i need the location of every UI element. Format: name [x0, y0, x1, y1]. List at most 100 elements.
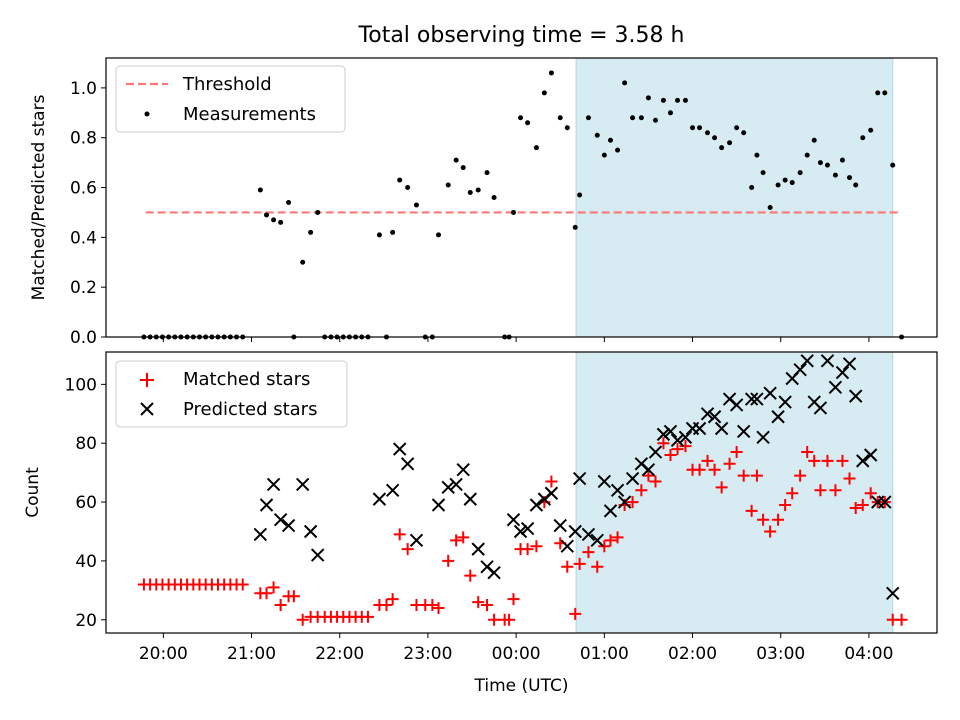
predicted-star-point [648, 445, 663, 459]
predicted-star-point [842, 357, 857, 371]
matched-star-point [274, 599, 287, 612]
matched-star-point [757, 513, 770, 526]
predicted-star-point [878, 495, 892, 509]
measurement-point [467, 190, 473, 196]
matched-star-point [296, 613, 309, 626]
matched-star-point [737, 469, 750, 482]
measurement-point [548, 70, 554, 76]
measurement-point [675, 97, 681, 103]
measurement-point [749, 185, 755, 191]
measurement-point [839, 157, 845, 163]
measurement-point [622, 80, 628, 86]
measurement-point [315, 209, 321, 215]
measurement-point [734, 125, 740, 131]
predicted-star-point [560, 539, 574, 553]
measurement-point [797, 170, 803, 176]
measurement-point [405, 185, 411, 191]
predicted-star-point [670, 433, 685, 447]
matched-star-point [521, 543, 534, 556]
matched-star-point [814, 484, 827, 497]
predicted-star-point [756, 430, 770, 445]
predicted-star-point [544, 486, 559, 500]
measurement-point [719, 145, 725, 151]
matched-star-point [626, 496, 639, 509]
measurement-point [630, 115, 636, 121]
predicted-star-point [736, 424, 751, 439]
matched-star-point [604, 534, 617, 547]
measurement-point [533, 145, 539, 151]
measurement-point [875, 90, 881, 96]
measurements-legend-label: Measurements [183, 104, 316, 125]
predicted-star-point [581, 527, 596, 542]
predicted-star-point [800, 354, 814, 368]
measurement-point [541, 90, 547, 96]
measurement-point [705, 130, 711, 136]
matched-star-point [821, 454, 834, 467]
chart-title: Total observing time = 3.58 h [358, 23, 685, 48]
predicted-star-point [744, 392, 759, 406]
measurement-point [608, 137, 614, 143]
matched-star-point [236, 578, 249, 591]
matched-star-point [611, 531, 624, 544]
bottom-x-tick-label: 02:00 [668, 644, 717, 664]
matched-star-point [772, 513, 785, 526]
predicted-star-point [856, 454, 870, 468]
bottom-legend: Matched stars Predicted stars [115, 360, 348, 428]
matched-star-point [843, 472, 856, 485]
measurement-point [264, 212, 270, 218]
matched-star-point [801, 446, 814, 459]
predicted-star-point [714, 421, 729, 436]
predicted-star-point [281, 518, 296, 533]
measurement-point [890, 162, 896, 168]
matched-star-point [808, 454, 821, 467]
predicted-star-point [409, 533, 424, 548]
measurement-point [475, 187, 481, 193]
measurement-point [257, 187, 263, 193]
bottom-y-tick-label: 60 [75, 493, 97, 513]
matched-star-point [649, 475, 662, 488]
predicted-star-point [750, 392, 764, 406]
predicted-legend-swatch [140, 402, 154, 416]
predicted-star-point [487, 565, 501, 580]
measurement-point [860, 135, 866, 141]
matched-star-point [442, 554, 455, 567]
predicted-legend-label: Predicted stars [183, 399, 317, 420]
top-legend: Threshold Measurements [115, 65, 346, 133]
matched-star-point [849, 501, 862, 514]
measurement-point [712, 135, 718, 141]
matched-star-point [481, 599, 494, 612]
threshold-legend-label: Threshold [182, 74, 272, 95]
measurement-point [510, 209, 516, 215]
measurement-point [697, 125, 703, 131]
measurement-point [767, 204, 773, 210]
bottom-x-tick-label: 03:00 [756, 644, 805, 664]
predicted-star-point [625, 471, 640, 486]
predicted-star-point [471, 542, 485, 556]
bottom-y-tick-label: 80 [75, 434, 97, 454]
predicted-star-point [259, 498, 274, 512]
matched-star-point [679, 440, 692, 453]
predicted-star-point [771, 410, 785, 424]
measurement-point [300, 259, 306, 265]
bottom-axes-frame [105, 351, 938, 634]
bottom-y-tick-label: 20 [75, 611, 97, 631]
matched-star-point [708, 463, 721, 476]
bottom-x-tick-label: 21:00 [227, 644, 276, 664]
matched-star-point [432, 601, 445, 614]
measurement-point [638, 115, 644, 121]
matched-star-point [764, 525, 777, 538]
predicted-star-point [835, 365, 850, 380]
measurement-point [376, 232, 382, 238]
predicted-star-point [266, 477, 281, 492]
matched-star-point [287, 590, 300, 603]
predicted-star-point [456, 462, 470, 477]
predicted-star-point [763, 386, 777, 400]
measurement-point [286, 199, 292, 205]
top-shaded-region [575, 57, 894, 338]
predicted-star-point [449, 477, 463, 492]
predicted-star-point [886, 586, 900, 600]
top-axes-frame [105, 57, 938, 338]
measurement-point [667, 110, 673, 116]
predicted-star-point [400, 457, 415, 471]
matched-star-point [591, 560, 604, 573]
